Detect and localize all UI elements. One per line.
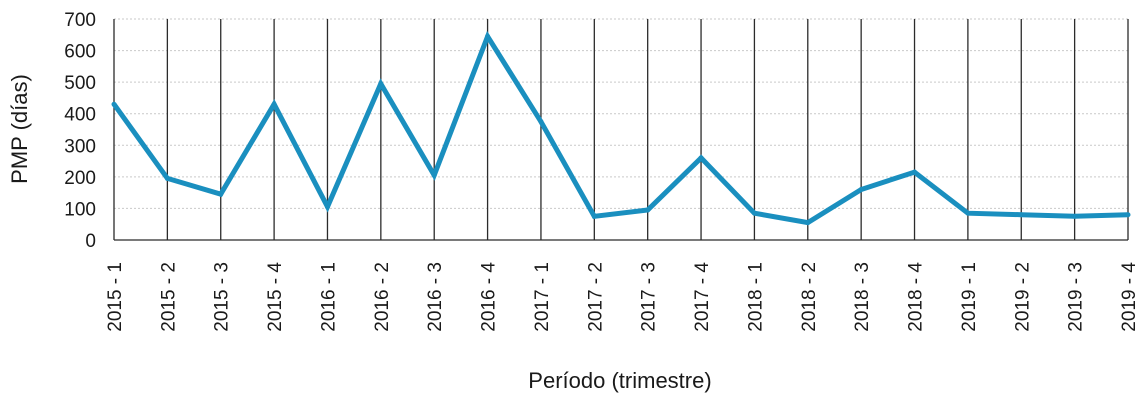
- y-tick-label: 200: [64, 168, 96, 189]
- data-point: [965, 210, 971, 216]
- x-tick-label: 2016 - 1: [318, 262, 339, 332]
- grid: [113, 18, 1129, 241]
- series-layer: [111, 30, 1131, 226]
- data-point: [538, 119, 544, 125]
- x-tick-label: 2015 - 2: [158, 262, 179, 332]
- data-point: [111, 101, 117, 107]
- x-tick-label: 2018 - 3: [852, 262, 873, 332]
- x-tick-label: 2018 - 4: [906, 262, 927, 332]
- x-tick-label: 2015 - 3: [212, 262, 233, 332]
- x-tick-label: 2017 - 3: [639, 262, 660, 332]
- data-point: [645, 207, 651, 213]
- series-line: [111, 30, 1129, 226]
- x-tick-label: 2015 - 4: [265, 262, 286, 332]
- x-tick-label: 2016 - 4: [479, 262, 500, 332]
- data-point: [1125, 212, 1131, 218]
- data-point: [271, 101, 277, 107]
- x-tick-label: 2017 - 1: [532, 262, 553, 332]
- x-tick-label: 2018 - 2: [799, 262, 820, 332]
- data-point: [912, 169, 918, 175]
- data-point: [751, 210, 757, 216]
- data-point: [805, 220, 811, 226]
- x-tick-label: 2019 - 3: [1066, 262, 1087, 332]
- y-tick-label: 600: [64, 42, 96, 63]
- x-tick-label: 2015 - 1: [105, 262, 126, 332]
- data-point: [164, 175, 170, 181]
- y-tick-label: 300: [64, 136, 96, 157]
- data-point: [218, 191, 224, 197]
- data-point: [698, 155, 704, 161]
- y-axis-ticks: 0 100 200 300 400 500 600 700: [64, 10, 96, 252]
- data-point: [1018, 212, 1024, 218]
- y-axis-title: PMP (días): [7, 74, 32, 184]
- data-point: [485, 33, 491, 39]
- data-point: [324, 204, 330, 210]
- x-tick-label: 2019 - 2: [1012, 262, 1033, 332]
- y-tick-label: 400: [64, 105, 96, 126]
- x-tick-label: 2018 - 1: [745, 262, 766, 332]
- x-tick-label: 2019 - 4: [1119, 262, 1140, 332]
- data-point: [591, 213, 597, 219]
- x-tick-label: 2019 - 1: [959, 262, 980, 332]
- x-tick-label: 2017 - 4: [692, 262, 713, 332]
- x-tick-label: 2016 - 3: [425, 262, 446, 332]
- x-tick-label: 2017 - 2: [585, 262, 606, 332]
- y-tick-label: 500: [64, 73, 96, 94]
- x-axis-ticks: 2015 - 1 2015 - 2 2015 - 3 2015 - 4 2016 - 1…: [105, 262, 1140, 332]
- y-tick-label: 100: [64, 199, 96, 220]
- data-point: [431, 172, 437, 178]
- y-tick-label: 0: [85, 231, 96, 252]
- data-point: [378, 81, 384, 87]
- x-tick-label: 2016 - 2: [372, 262, 393, 332]
- x-axis-title: Período (trimestre): [528, 368, 711, 393]
- data-point: [1072, 213, 1078, 219]
- y-tick-label: 700: [64, 10, 96, 31]
- data-point: [858, 186, 864, 192]
